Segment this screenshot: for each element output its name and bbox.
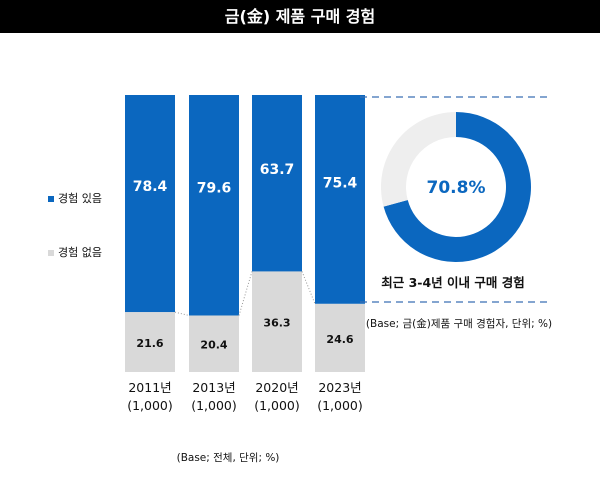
legend-swatch-1 xyxy=(48,196,54,202)
data-label-not-experienced-2: 20.4 xyxy=(200,339,227,352)
category-labels: 2011년 (1,000) 2013년 (1,000) 2020년 (1,000) 2023… xyxy=(127,380,363,413)
bar-1-not-experienced xyxy=(125,312,175,372)
category-label-4-line-2: (1,000) xyxy=(317,398,363,413)
donut-slice-1 xyxy=(383,112,531,262)
legend-swatch-2 xyxy=(48,250,54,256)
donut-chart: 70.8% 최근 3-4년 이내 구매 경험 (Base; 금(金)제품 구매 경험… xyxy=(360,96,552,330)
data-label-experienced-2: 79.6 xyxy=(197,181,232,197)
donut-slice-2 xyxy=(380,112,456,207)
bar-1-experienced xyxy=(125,95,175,313)
data-label-experienced-4: 75.4 xyxy=(323,176,358,192)
chart-title: 금(金) 제품 구매 경험 xyxy=(0,0,600,33)
category-label-2-line-2: (1,000) xyxy=(191,398,237,413)
bar-4-not-experienced xyxy=(315,303,365,372)
data-label-not-experienced-3: 36.3 xyxy=(263,317,290,330)
category-label-3-line-1: 2020년 xyxy=(255,380,298,395)
category-label-1-line-1: 2011년 xyxy=(128,380,171,395)
category-label-4-line-1: 2023년 xyxy=(318,380,361,395)
bar-base-note: (Base; 전체, 단위; %) xyxy=(177,451,280,464)
bar-2-not-experienced xyxy=(189,315,239,372)
donut-caption: 최근 3-4년 이내 구매 경험 xyxy=(381,275,525,290)
data-label-not-experienced-1: 21.6 xyxy=(136,337,163,350)
data-label-experienced-3: 63.7 xyxy=(260,162,295,178)
category-label-3-line-2: (1,000) xyxy=(254,398,300,413)
connector-line xyxy=(238,271,253,316)
connector-line xyxy=(301,271,316,305)
connector-line xyxy=(174,311,190,316)
bar-3-not-experienced xyxy=(252,271,302,372)
donut-base-note: (Base; 금(金)제품 구매 경험자, 단위; %) xyxy=(366,317,552,330)
bar-2-experienced xyxy=(189,95,239,316)
bar-chart: 78.4 21.6 79.6 20.4 63.7 36.3 75.4 24.6 xyxy=(125,95,365,372)
bar-3-experienced xyxy=(252,95,302,272)
donut-center-label: 70.8% xyxy=(427,178,486,198)
legend-label-2: 경험 없음 xyxy=(58,246,102,259)
category-label-1-line-2: (1,000) xyxy=(127,398,173,413)
data-label-not-experienced-4: 24.6 xyxy=(326,333,353,346)
legend-label-1: 경험 있음 xyxy=(58,192,102,205)
bar-4-experienced xyxy=(315,95,365,304)
category-label-2-line-1: 2013년 xyxy=(192,380,235,395)
data-label-experienced-1: 78.4 xyxy=(133,179,168,195)
